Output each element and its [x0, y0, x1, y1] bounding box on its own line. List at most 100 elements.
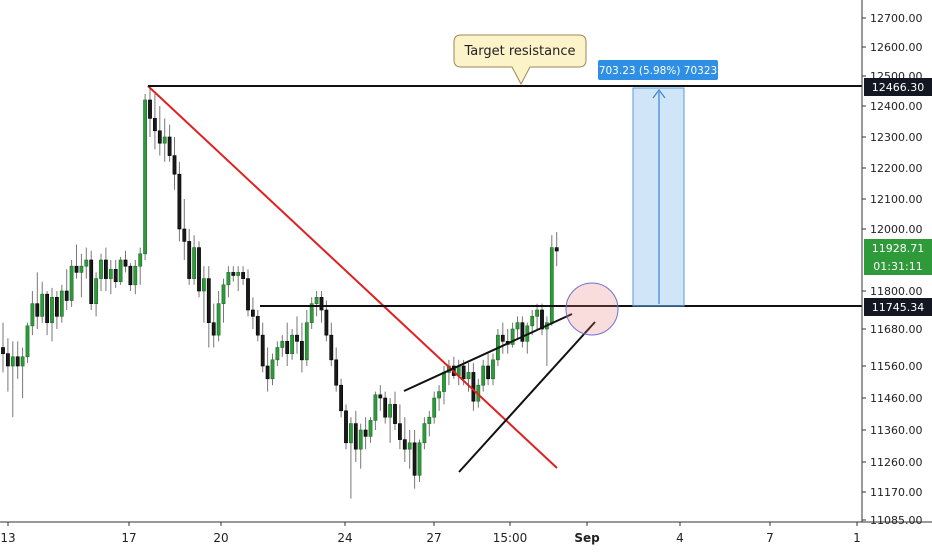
candle-body[interactable]	[231, 272, 236, 276]
candle-body[interactable]	[486, 365, 491, 380]
candle-body[interactable]	[157, 130, 162, 144]
candle-body[interactable]	[197, 247, 201, 292]
candle-body[interactable]	[202, 278, 206, 292]
candle-body[interactable]	[74, 265, 79, 273]
candle-body[interactable]	[6, 353, 10, 367]
candle-body[interactable]	[99, 259, 103, 279]
candle-body[interactable]	[64, 290, 69, 301]
candle-body[interactable]	[270, 359, 275, 380]
candle-body[interactable]	[285, 341, 290, 354]
candle-body[interactable]	[10, 356, 15, 367]
candle-body[interactable]	[437, 391, 442, 399]
candle-body[interactable]	[54, 297, 59, 317]
candle-body[interactable]	[540, 309, 544, 330]
candle-body[interactable]	[388, 404, 393, 418]
candle-body[interactable]	[35, 303, 40, 317]
candle-body[interactable]	[466, 372, 471, 380]
candle-body[interactable]	[481, 365, 486, 386]
candle-body[interactable]	[260, 334, 265, 367]
candle-body[interactable]	[20, 356, 25, 367]
candle-body[interactable]	[255, 316, 260, 336]
candle-body[interactable]	[295, 334, 299, 342]
candle-body[interactable]	[299, 341, 304, 361]
candle-body[interactable]	[123, 259, 128, 267]
candle-body[interactable]	[393, 404, 397, 424]
candle-body[interactable]	[167, 136, 172, 156]
candle-body[interactable]	[412, 442, 417, 476]
candle-body[interactable]	[216, 303, 221, 336]
candle-body[interactable]	[221, 284, 226, 304]
candle-body[interactable]	[162, 136, 167, 144]
candle-body[interactable]	[383, 397, 388, 418]
candle-body[interactable]	[143, 99, 148, 255]
candle-body[interactable]	[290, 334, 295, 354]
candle-body[interactable]	[363, 429, 368, 437]
candle-body[interactable]	[25, 325, 30, 358]
candle-body[interactable]	[211, 322, 216, 336]
descending-trendline[interactable]	[147, 85, 558, 469]
candle-body[interactable]	[353, 423, 358, 450]
candle-body[interactable]	[402, 439, 407, 450]
candle-body[interactable]	[378, 394, 383, 399]
candle-body[interactable]	[535, 309, 540, 317]
candle-body[interactable]	[373, 394, 378, 421]
candle-body[interactable]	[118, 259, 123, 283]
candle-body[interactable]	[515, 322, 520, 330]
candle-body[interactable]	[84, 259, 89, 267]
candle-body[interactable]	[192, 247, 197, 279]
candle-body[interactable]	[104, 259, 108, 279]
candle-body[interactable]	[182, 228, 187, 242]
candle-body[interactable]	[368, 420, 373, 437]
candle-body[interactable]	[344, 410, 348, 444]
candle-body[interactable]	[407, 442, 412, 450]
candle-body[interactable]	[334, 359, 339, 386]
candle-body[interactable]	[153, 118, 157, 132]
candle-body[interactable]	[309, 303, 314, 323]
callout-bubble[interactable]	[453, 34, 587, 86]
candle-body[interactable]	[500, 334, 505, 342]
candle-body[interactable]	[304, 322, 309, 361]
candle-body[interactable]	[329, 334, 334, 361]
candle-body[interactable]	[113, 268, 118, 282]
candle-body[interactable]	[187, 241, 192, 279]
candle-body[interactable]	[108, 268, 113, 279]
candle-body[interactable]	[236, 272, 241, 276]
candle-body[interactable]	[324, 309, 329, 336]
candle-body[interactable]	[251, 309, 255, 317]
candle-body[interactable]	[246, 278, 250, 311]
candle-body[interactable]	[491, 359, 495, 380]
candle-body[interactable]	[280, 341, 285, 348]
candle-body[interactable]	[128, 265, 133, 286]
candle-body[interactable]	[40, 293, 45, 317]
candle-body[interactable]	[241, 272, 246, 279]
candle-body[interactable]	[530, 316, 535, 327]
wedge-lower-line[interactable]	[458, 321, 596, 473]
candle-body[interactable]	[358, 429, 363, 450]
candle-body[interactable]	[138, 253, 143, 267]
candle-body[interactable]	[226, 272, 231, 286]
candle-body[interactable]	[265, 365, 270, 380]
candle-body[interactable]	[59, 290, 64, 317]
candle-body[interactable]	[319, 297, 324, 311]
candle-body[interactable]	[427, 416, 432, 424]
candle-body[interactable]	[422, 423, 427, 444]
candle-body[interactable]	[510, 328, 515, 345]
candle-body[interactable]	[339, 384, 344, 412]
candle-body[interactable]	[442, 372, 446, 392]
candle-body[interactable]	[45, 293, 50, 323]
candle-body[interactable]	[133, 265, 138, 286]
candle-body[interactable]	[30, 303, 35, 327]
candle-body[interactable]	[397, 423, 402, 440]
candle-body[interactable]	[314, 297, 319, 304]
breakout-circle[interactable]	[565, 282, 619, 336]
candle-body[interactable]	[275, 347, 280, 361]
candle-body[interactable]	[417, 442, 422, 476]
candle-body[interactable]	[15, 356, 20, 367]
wedge-upper-line[interactable]	[403, 313, 573, 392]
candle-body[interactable]	[79, 265, 84, 273]
candle-body[interactable]	[432, 397, 437, 418]
candle-body[interactable]	[549, 247, 554, 323]
candle-body[interactable]	[1, 347, 5, 354]
candle-body[interactable]	[148, 99, 152, 119]
candle-body[interactable]	[89, 259, 94, 304]
